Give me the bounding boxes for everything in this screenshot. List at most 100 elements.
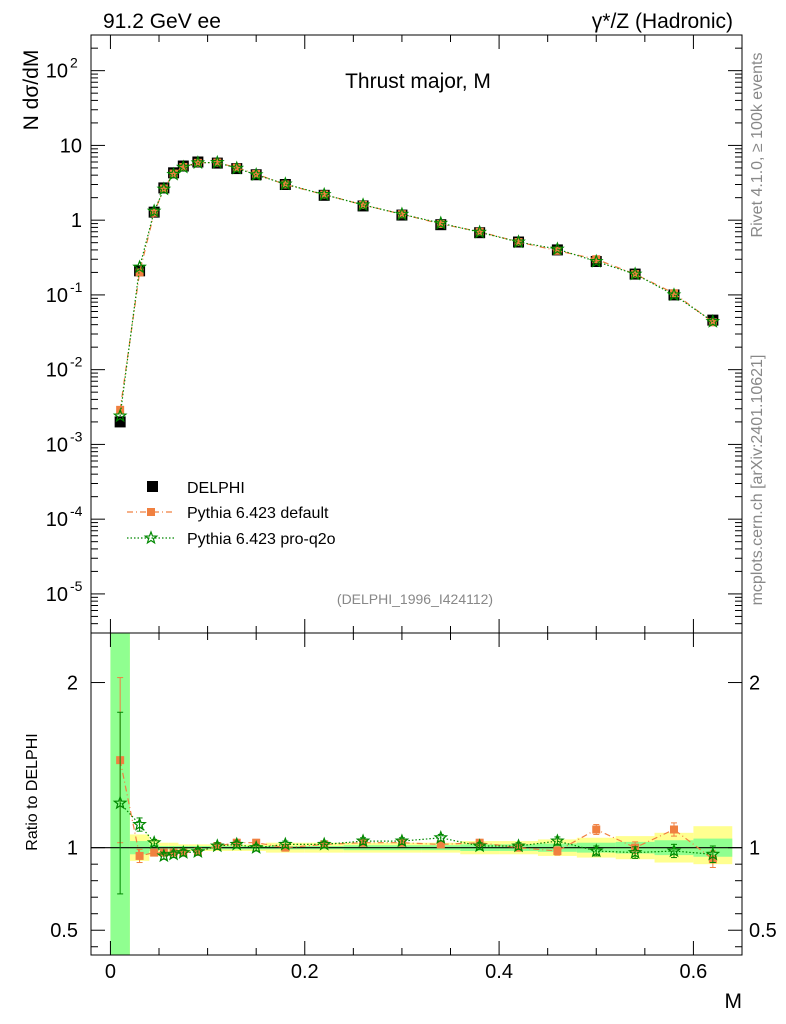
x-tick-label: 0 xyxy=(105,961,116,983)
header-left: 91.2 GeV ee xyxy=(103,10,221,33)
proq2o-ratio-point xyxy=(190,844,206,859)
proq2o-ratio-point xyxy=(277,836,293,851)
proq2o-ratio-point xyxy=(433,830,449,844)
ratio-plot-frame xyxy=(90,632,743,956)
proq2o-ratio-point xyxy=(472,838,487,853)
default-ratio-point xyxy=(135,851,144,860)
header-right: γ*/Z (Hadronic) xyxy=(592,10,733,33)
plot-title: Thrust major, M xyxy=(345,70,491,93)
default-point xyxy=(397,210,406,219)
proq2o-point xyxy=(132,259,147,274)
default-point xyxy=(135,268,144,277)
proq2o-ratio-point xyxy=(705,846,721,861)
default-point xyxy=(213,158,222,167)
proq2o-ratio-point xyxy=(175,844,191,859)
rivet-version-label: Rivet 4.1.0, ≥ 100k events xyxy=(749,53,766,238)
y-tick-label: 10 xyxy=(46,285,68,307)
proq2o-ratio-point xyxy=(112,795,128,810)
y-tick-label: 10 xyxy=(46,584,68,606)
proq2o-point xyxy=(588,253,604,268)
legend-label-default: Pythia 6.423 default xyxy=(187,505,329,522)
proq2o-point xyxy=(355,197,371,212)
default-point xyxy=(553,246,562,255)
y-tick-label-exponent: -4 xyxy=(70,503,83,519)
proq2o-point xyxy=(175,159,191,174)
proq2o-point xyxy=(472,224,487,239)
proq2o-point xyxy=(229,160,245,175)
proq2o-point xyxy=(627,266,643,281)
proq2o-point xyxy=(394,206,410,221)
proq2o-point xyxy=(209,154,225,169)
y-tick-label: 10 xyxy=(60,135,82,157)
proq2o-ratio-point xyxy=(627,844,643,859)
y-tick-label: 10 xyxy=(46,509,68,531)
legend-label-proq2o: Pythia 6.423 pro-q2o xyxy=(187,531,336,548)
proq2o-point xyxy=(248,167,264,181)
ratio-y-tick-label: 2 xyxy=(67,673,78,695)
proq2o-point xyxy=(550,241,565,256)
y-tick-label-exponent: -5 xyxy=(70,578,83,594)
proq2o-point xyxy=(433,215,449,230)
proq2o-point xyxy=(511,234,526,249)
default-point xyxy=(252,169,261,178)
proq2o-ratio-point xyxy=(248,839,264,854)
x-tick-label: 0.2 xyxy=(291,961,319,983)
proq2o-ratio-point xyxy=(550,833,565,848)
ratio-y-tick-label-right: 0.5 xyxy=(749,920,777,942)
proq2o-ratio-point xyxy=(229,836,245,851)
default-ratio-point xyxy=(669,825,678,834)
default-point xyxy=(514,238,523,247)
proq2o-ratio-point xyxy=(355,833,371,848)
legend: DELPHI Pythia 6.423 default Pythia 6.423… xyxy=(127,480,336,548)
legend-label-delphi: DELPHI xyxy=(187,480,245,497)
ratio-y-tick-label: 1 xyxy=(67,838,78,860)
y-tick-label-exponent: -2 xyxy=(70,354,83,370)
default-point xyxy=(159,184,168,193)
default-point xyxy=(179,162,188,171)
y-tick-label-exponent: -1 xyxy=(70,279,83,295)
default-series-line xyxy=(119,161,714,410)
proq2o-ratio-point xyxy=(511,838,526,853)
default-ratio-point xyxy=(592,825,601,834)
mcplots-label: mcplots.cern.ch [arXiv:2401.10621] xyxy=(749,355,766,606)
y-tick-label: 10 xyxy=(46,434,68,456)
proq2o-ratio-point xyxy=(316,836,332,851)
proq2o-point xyxy=(316,186,332,201)
x-axis-label: M xyxy=(725,990,743,1013)
default-point xyxy=(669,289,678,298)
legend-marker-default xyxy=(147,508,155,516)
x-tick-label: 0.4 xyxy=(485,961,513,983)
y-tick-label: 10 xyxy=(46,61,68,83)
default-ratio-point xyxy=(553,846,562,855)
proq2o-point xyxy=(166,166,181,181)
legend-marker-proq2o xyxy=(143,530,159,545)
ratio-y-tick-label: 0.5 xyxy=(50,920,78,942)
proq2o-ratio-point xyxy=(666,843,682,858)
default-ratio-line xyxy=(119,759,714,860)
default-point xyxy=(436,219,445,228)
y-tick-label: 1 xyxy=(71,210,82,232)
proq2o-point xyxy=(190,155,206,170)
default-point xyxy=(592,255,601,264)
proq2o-ratio-point xyxy=(166,846,181,861)
proq2o-point xyxy=(277,176,293,191)
default-point xyxy=(169,169,178,178)
proq2o-point xyxy=(146,203,162,218)
ratio-y-tick-label-right: 1 xyxy=(749,838,760,860)
default-point xyxy=(708,318,717,327)
y-tick-label-exponent: -3 xyxy=(70,428,83,444)
y-tick-label: 10 xyxy=(46,360,68,382)
default-ratio-point xyxy=(436,840,445,849)
proq2o-point xyxy=(666,287,682,302)
proq2o-ratio-point xyxy=(209,838,225,853)
proq2o-point xyxy=(705,313,721,328)
default-ratio-point xyxy=(150,848,159,857)
proq2o-ratio-point xyxy=(156,848,172,863)
proq2o-point xyxy=(156,181,172,196)
analysis-tag: (DELPHI_1996_I424112) xyxy=(337,591,493,607)
proq2o-ratio-point xyxy=(394,833,410,848)
ratio-y-axis-label: Ratio to DELPHI xyxy=(24,733,41,850)
x-tick-label: 0.6 xyxy=(680,961,708,983)
y-axis-label: N dσ/dM xyxy=(20,50,43,131)
